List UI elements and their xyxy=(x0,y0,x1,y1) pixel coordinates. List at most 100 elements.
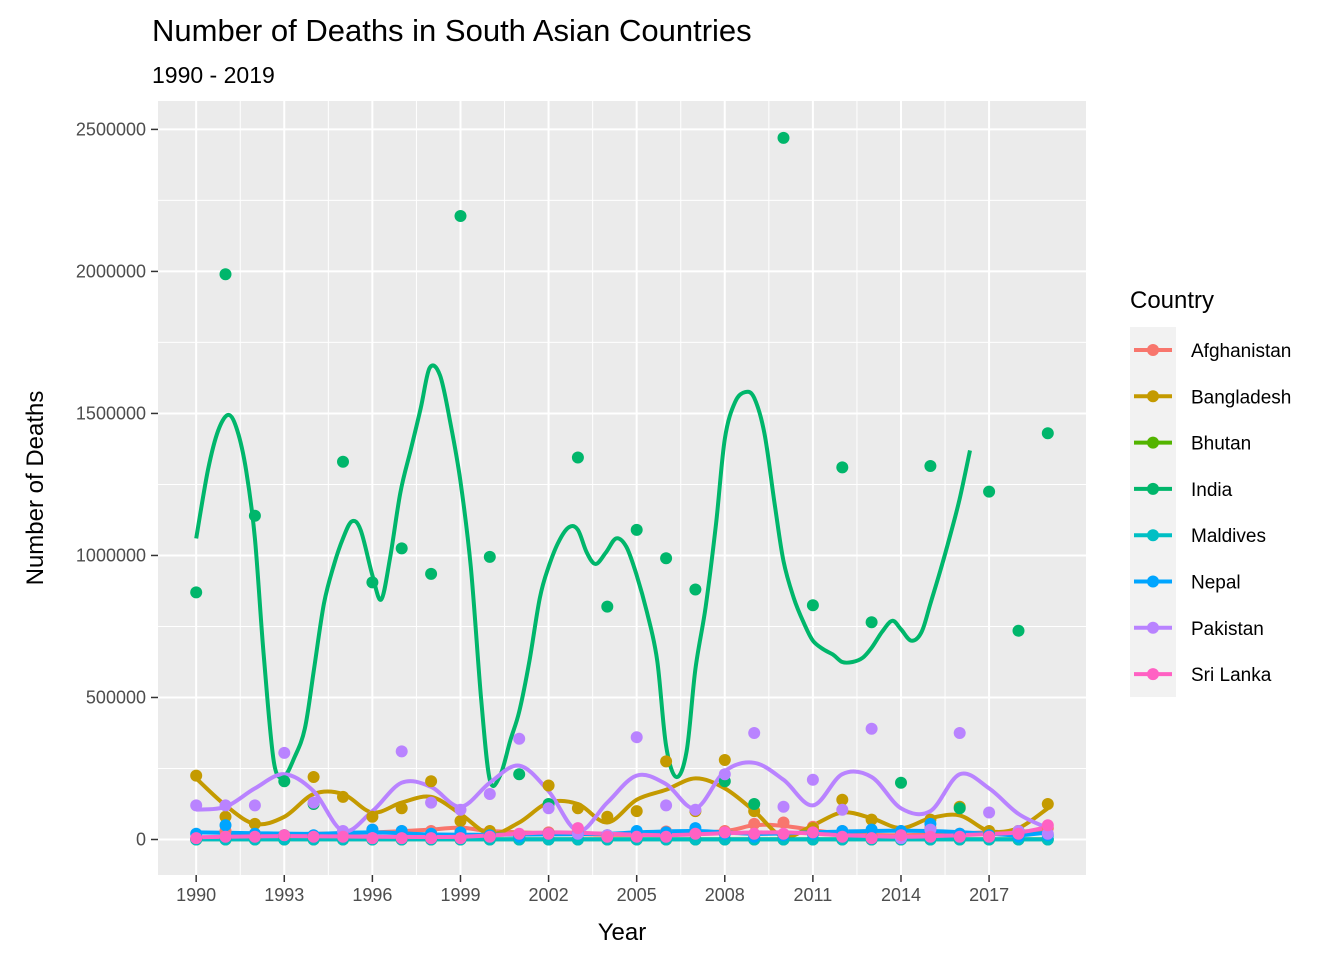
chart-subtitle: 1990 - 2019 xyxy=(152,62,275,88)
point-nepal xyxy=(865,823,878,836)
point-india xyxy=(454,210,467,222)
point-sri-lanka xyxy=(425,832,438,845)
point-sri-lanka xyxy=(689,827,702,840)
point-sri-lanka xyxy=(865,832,878,845)
point-pakistan xyxy=(630,731,643,744)
chart-title: Number of Deaths in South Asian Countrie… xyxy=(152,13,752,48)
legend-key-point-afghanistan xyxy=(1147,344,1159,356)
point-pakistan xyxy=(248,799,261,812)
point-india xyxy=(865,616,878,629)
point-bangladesh xyxy=(630,805,643,818)
point-sri-lanka xyxy=(895,829,907,842)
point-pakistan xyxy=(836,803,849,816)
point-india xyxy=(1041,427,1054,440)
x-tick-label: 2008 xyxy=(705,885,745,905)
point-sri-lanka xyxy=(248,830,261,843)
point-india xyxy=(895,776,907,789)
point-india xyxy=(483,550,496,563)
point-bangladesh xyxy=(219,810,232,823)
point-india xyxy=(601,600,614,613)
point-india xyxy=(983,485,996,498)
legend-label-nepal: Nepal xyxy=(1191,573,1241,594)
legend: Afghanistan Bangladesh Bhutan India Maldives… xyxy=(1130,327,1291,697)
point-bangladesh xyxy=(836,793,849,806)
point-sri-lanka xyxy=(278,829,291,842)
legend-key-point-pakistan xyxy=(1147,621,1159,634)
y-tick-label: 0 xyxy=(136,829,146,849)
point-nepal xyxy=(366,823,379,836)
legend-key-background xyxy=(1130,327,1176,697)
y-tick-label: 2500000 xyxy=(76,119,146,139)
point-pakistan xyxy=(454,803,467,816)
point-pakistan xyxy=(953,727,966,739)
legend-label-sri-lanka: Sri Lanka xyxy=(1191,665,1272,686)
point-pakistan xyxy=(483,788,496,800)
point-pakistan xyxy=(219,799,232,812)
point-bangladesh xyxy=(454,815,467,827)
point-sri-lanka xyxy=(337,830,349,843)
point-sri-lanka xyxy=(1012,827,1025,840)
point-india xyxy=(660,552,673,565)
point-afghanistan xyxy=(777,816,790,829)
point-sri-lanka xyxy=(513,827,526,840)
point-bangladesh xyxy=(190,769,203,782)
legend-key-point-bangladesh xyxy=(1147,390,1159,403)
point-bangladesh xyxy=(425,775,438,788)
legend-label-india: India xyxy=(1191,480,1233,501)
legend-label-afghanistan: Afghanistan xyxy=(1191,341,1291,362)
x-tick-label: 2011 xyxy=(794,885,833,905)
point-india xyxy=(630,523,643,536)
legend-label-bhutan: Bhutan xyxy=(1191,434,1251,455)
point-bangladesh xyxy=(307,771,320,783)
point-sri-lanka xyxy=(483,830,496,843)
point-india xyxy=(748,798,761,810)
x-tick-label: 1990 xyxy=(176,885,216,905)
x-tick-label: 2014 xyxy=(881,885,921,905)
point-pakistan xyxy=(777,800,790,813)
point-pakistan xyxy=(806,773,819,786)
y-tick-label: 2000000 xyxy=(76,261,146,281)
point-pakistan xyxy=(1041,827,1054,840)
point-bangladesh xyxy=(865,813,878,826)
minor-grid xyxy=(158,101,1086,875)
x-tick-label: 2002 xyxy=(529,885,569,905)
point-india xyxy=(689,583,702,596)
smooth-line-india xyxy=(194,363,972,788)
point-india xyxy=(806,599,819,612)
point-sri-lanka xyxy=(601,830,614,843)
point-india xyxy=(953,802,966,815)
point-sri-lanka xyxy=(748,827,761,840)
point-india xyxy=(924,460,937,472)
point-afghanistan xyxy=(748,817,761,830)
point-pakistan xyxy=(425,796,438,809)
point-sri-lanka xyxy=(777,827,790,840)
legend-key-point-india xyxy=(1147,482,1159,495)
point-india xyxy=(248,509,261,522)
point-pakistan xyxy=(689,803,702,816)
point-pakistan xyxy=(513,732,526,745)
point-sri-lanka xyxy=(836,830,849,843)
point-sri-lanka xyxy=(718,826,731,839)
point-sri-lanka xyxy=(924,830,937,843)
point-sri-lanka xyxy=(395,832,408,845)
point-sri-lanka xyxy=(983,830,996,843)
legend-key-point-sri-lanka xyxy=(1147,668,1159,681)
point-india xyxy=(836,461,849,474)
point-bangladesh xyxy=(1041,798,1054,810)
x-tick-label: 1999 xyxy=(440,885,480,905)
point-pakistan xyxy=(190,799,203,812)
point-india xyxy=(425,567,438,580)
point-bangladesh xyxy=(542,779,555,792)
point-india xyxy=(366,576,379,589)
legend-key-point-maldives xyxy=(1147,529,1159,542)
point-pakistan xyxy=(865,722,878,735)
point-india xyxy=(395,542,408,555)
major-grid xyxy=(158,101,1086,875)
point-pakistan xyxy=(542,802,555,815)
point-india xyxy=(777,131,790,144)
x-axis: 1990 1993 1996 1999 2002 2005 2008 2011 2014 2017 xyxy=(176,875,1009,905)
point-sri-lanka xyxy=(660,830,673,843)
point-sri-lanka xyxy=(190,832,203,845)
